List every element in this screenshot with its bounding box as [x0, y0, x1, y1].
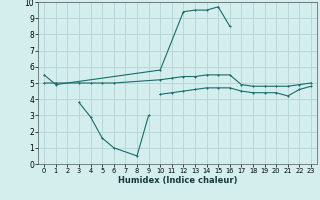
X-axis label: Humidex (Indice chaleur): Humidex (Indice chaleur) — [118, 176, 237, 185]
